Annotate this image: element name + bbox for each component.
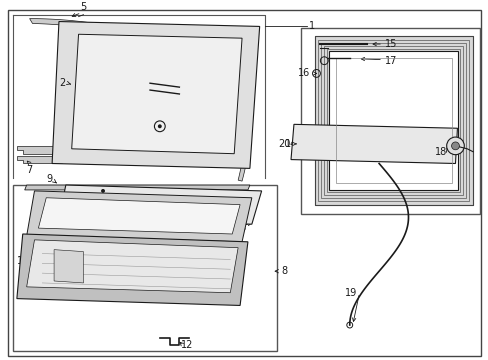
Polygon shape (27, 191, 251, 242)
Circle shape (446, 137, 463, 155)
Bar (326, 49, 459, 192)
Text: 5: 5 (80, 2, 86, 12)
Polygon shape (30, 19, 191, 51)
Text: 4: 4 (87, 78, 93, 88)
Text: 9: 9 (46, 174, 52, 184)
Polygon shape (17, 146, 69, 154)
Polygon shape (238, 36, 251, 181)
Text: 12: 12 (181, 339, 193, 350)
Polygon shape (39, 198, 240, 234)
Text: 8: 8 (281, 266, 287, 276)
Text: 10: 10 (17, 256, 30, 266)
Text: 18: 18 (434, 147, 447, 157)
Bar (13, 185, 277, 351)
Circle shape (450, 142, 458, 150)
Text: 16: 16 (298, 68, 310, 78)
Bar (314, 36, 472, 204)
Polygon shape (54, 249, 83, 283)
Text: 1: 1 (308, 22, 314, 31)
Bar (328, 51, 457, 190)
Text: 2: 2 (60, 78, 66, 88)
Text: 3: 3 (138, 121, 144, 131)
Polygon shape (17, 234, 247, 305)
Bar (314, 36, 472, 204)
Text: 19: 19 (345, 288, 357, 298)
Circle shape (101, 189, 105, 193)
Text: 20: 20 (278, 139, 290, 149)
Text: 7: 7 (26, 166, 33, 175)
Bar (335, 58, 450, 183)
Polygon shape (17, 156, 69, 163)
Polygon shape (290, 124, 456, 163)
Polygon shape (52, 22, 259, 168)
Polygon shape (59, 185, 261, 224)
Text: 17: 17 (384, 56, 397, 66)
Text: 11: 11 (42, 233, 54, 243)
Circle shape (158, 124, 162, 128)
Polygon shape (25, 185, 249, 190)
Text: 13: 13 (235, 223, 247, 233)
Bar (300, 28, 479, 215)
Text: 15: 15 (384, 39, 397, 49)
Text: 14: 14 (284, 139, 296, 149)
Polygon shape (72, 34, 242, 154)
Bar (318, 40, 468, 201)
Text: 6: 6 (247, 82, 254, 92)
Bar (324, 46, 462, 195)
Polygon shape (27, 240, 238, 293)
Bar (321, 43, 465, 198)
